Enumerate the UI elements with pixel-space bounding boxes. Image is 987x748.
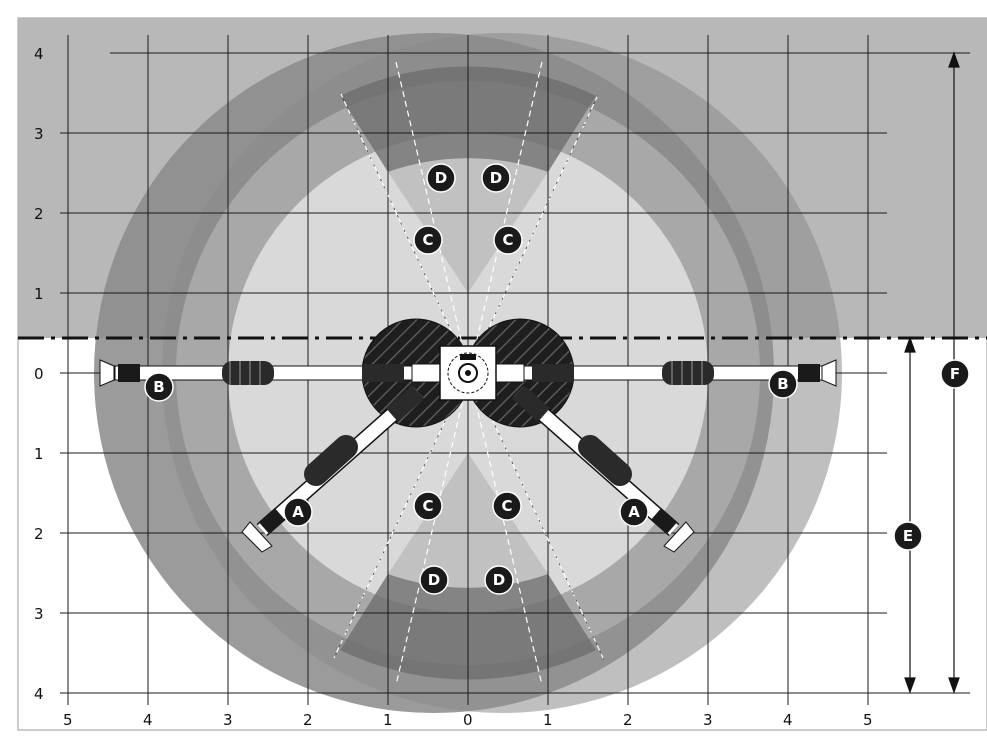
y-label-top-1: 1 — [34, 285, 44, 303]
arm-left — [99, 359, 416, 387]
arm-diagonal-right — [512, 385, 695, 553]
svg-text:F: F — [950, 365, 960, 383]
marker-a-left: A — [283, 497, 313, 527]
marker-b-left: B — [144, 372, 174, 402]
svg-text:D: D — [428, 571, 440, 589]
y-label-bottom-4: 4 — [34, 685, 44, 703]
y-label-0: 0 — [34, 365, 44, 383]
svg-text:C: C — [501, 497, 512, 515]
marker-a-right: A — [619, 497, 649, 527]
dimension-E — [904, 336, 916, 694]
marker-c-bottom-right: C — [492, 491, 522, 521]
x-label-right-2: 2 — [623, 711, 633, 729]
x-label-right-3: 3 — [703, 711, 713, 729]
marker-d-bottom-left: D — [419, 565, 449, 595]
markers: D D C C B B C C — [144, 163, 970, 595]
y-label-bottom-1: 1 — [34, 445, 44, 463]
svg-text:A: A — [292, 503, 304, 521]
x-label-left-1: 1 — [383, 711, 393, 729]
svg-text:D: D — [490, 169, 502, 187]
x-label-0: 0 — [463, 711, 473, 729]
x-label-right-1: 1 — [543, 711, 553, 729]
x-label-left-5: 5 — [63, 711, 73, 729]
y-label-top-4: 4 — [34, 45, 44, 63]
y-label-bottom-3: 3 — [34, 605, 44, 623]
svg-text:D: D — [493, 571, 505, 589]
x-label-left-4: 4 — [143, 711, 153, 729]
svg-text:C: C — [422, 231, 433, 249]
marker-d-top-left: D — [426, 163, 456, 193]
y-label-bottom-2: 2 — [34, 525, 44, 543]
marker-b-right: B — [768, 369, 798, 399]
marker-d-top-right: D — [481, 163, 511, 193]
marker-c-top-left: C — [413, 225, 443, 255]
y-axis-labels: 4 3 2 1 0 1 2 3 4 — [34, 45, 44, 703]
marker-c-bottom-left: C — [413, 491, 443, 521]
svg-text:C: C — [502, 231, 513, 249]
gearbox — [411, 345, 525, 401]
arm-right — [521, 359, 837, 387]
svg-text:A: A — [628, 503, 640, 521]
svg-text:B: B — [777, 375, 788, 393]
svg-text:B: B — [153, 378, 164, 396]
x-label-left-2: 2 — [303, 711, 313, 729]
x-label-right-4: 4 — [783, 711, 793, 729]
x-axis-labels: 5 4 3 2 1 0 1 2 3 4 5 — [63, 711, 873, 729]
marker-e: E — [893, 521, 923, 551]
svg-text:D: D — [435, 169, 447, 187]
x-label-left-3: 3 — [223, 711, 233, 729]
y-label-top-2: 2 — [34, 205, 44, 223]
svg-text:C: C — [422, 497, 433, 515]
svg-text:E: E — [903, 527, 913, 545]
marker-c-top-right: C — [493, 225, 523, 255]
x-label-right-5: 5 — [863, 711, 873, 729]
marker-d-bottom-right: D — [484, 565, 514, 595]
marker-f: F — [940, 359, 970, 389]
y-label-top-3: 3 — [34, 125, 44, 143]
